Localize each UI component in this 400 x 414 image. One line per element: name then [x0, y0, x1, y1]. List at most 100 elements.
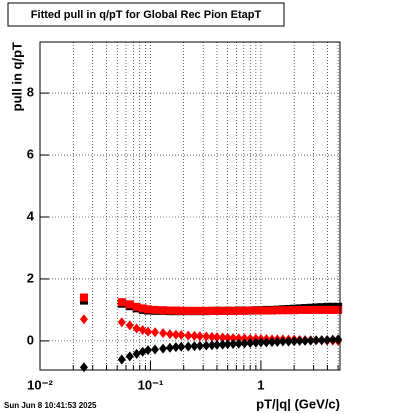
marker	[125, 320, 134, 331]
marker	[171, 342, 180, 353]
marker	[195, 340, 204, 351]
y-tick-label: 6	[27, 146, 34, 161]
title-box	[7, 2, 285, 27]
marker	[151, 327, 160, 338]
marker	[212, 306, 221, 315]
marker	[278, 336, 287, 347]
marker	[273, 336, 282, 347]
marker	[240, 338, 249, 349]
marker	[306, 305, 315, 314]
marker	[223, 339, 232, 350]
marker	[246, 338, 255, 349]
marker	[117, 317, 126, 328]
marker	[202, 340, 211, 351]
marker	[212, 332, 221, 343]
marker	[256, 337, 265, 348]
marker	[218, 332, 227, 343]
marker	[218, 339, 227, 350]
marker	[151, 305, 160, 314]
marker	[202, 306, 211, 315]
marker	[138, 325, 147, 336]
marker	[143, 345, 152, 356]
marker	[306, 335, 315, 346]
marker	[312, 305, 321, 314]
marker	[240, 306, 249, 315]
marker	[207, 340, 216, 351]
marker	[262, 337, 271, 348]
marker	[229, 333, 238, 344]
marker	[132, 348, 141, 359]
marker	[195, 331, 204, 342]
y-tick-label: 4	[27, 208, 35, 223]
marker	[251, 337, 260, 348]
marker	[184, 306, 193, 315]
marker	[312, 335, 321, 346]
marker	[143, 305, 152, 314]
marker	[143, 326, 152, 337]
marker	[284, 336, 293, 347]
marker	[229, 306, 238, 315]
marker	[138, 346, 147, 357]
x-axis-label: pT/|q| (GeV/c)	[256, 396, 340, 411]
marker	[202, 331, 211, 342]
marker	[177, 330, 186, 341]
marker	[159, 328, 168, 339]
marker	[190, 306, 199, 315]
marker	[138, 304, 147, 313]
marker	[290, 336, 299, 347]
marker	[207, 306, 216, 315]
marker	[117, 354, 126, 365]
marker	[278, 306, 287, 315]
marker	[223, 306, 232, 315]
marker	[159, 343, 168, 354]
marker	[177, 306, 186, 315]
x-tick-label: 1	[257, 377, 264, 392]
marker	[317, 335, 326, 346]
y-axis-label: pull in q/pT	[9, 42, 24, 111]
marker	[190, 330, 199, 341]
marker	[165, 342, 174, 353]
marker	[234, 306, 243, 315]
marker	[79, 314, 88, 325]
marker	[195, 306, 204, 315]
marker	[212, 339, 221, 350]
timestamp: Sun Jun 8 10:41:53 2025	[4, 401, 97, 410]
marker	[165, 329, 174, 340]
marker	[218, 306, 227, 315]
marker	[334, 305, 343, 314]
marker	[125, 351, 134, 362]
marker	[151, 344, 160, 355]
marker	[234, 333, 243, 344]
marker	[246, 306, 255, 315]
marker	[132, 323, 141, 334]
plot-frame	[39, 41, 341, 371]
marker	[267, 337, 276, 348]
marker	[295, 305, 304, 314]
marker	[328, 334, 337, 345]
y-tick-label: 2	[27, 270, 34, 285]
x-tick-label: 10⁻¹	[138, 377, 164, 392]
marker	[117, 298, 126, 307]
marker	[317, 305, 326, 314]
marker	[301, 335, 310, 346]
marker	[177, 341, 186, 352]
marker	[171, 329, 180, 340]
marker	[273, 306, 282, 315]
marker	[234, 338, 243, 349]
marker	[132, 302, 141, 311]
marker	[295, 335, 304, 346]
marker	[79, 293, 88, 302]
marker	[323, 334, 332, 345]
x-tick-label: 10⁻²	[27, 377, 53, 392]
marker	[184, 330, 193, 341]
marker	[328, 305, 337, 314]
marker	[171, 306, 180, 315]
chart-title: Fitted pull in q/pT for Global Rec Pion …	[31, 9, 262, 21]
marker	[184, 341, 193, 352]
marker	[267, 306, 276, 315]
marker	[207, 331, 216, 342]
marker	[323, 305, 332, 314]
marker	[284, 306, 293, 315]
marker	[229, 338, 238, 349]
